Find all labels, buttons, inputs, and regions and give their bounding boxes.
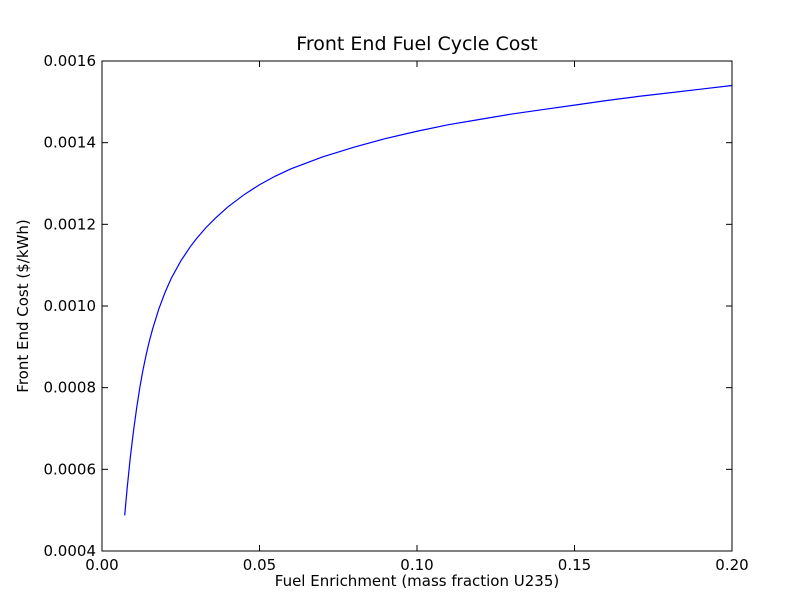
y-tick-label: 0.0004 [44,542,97,560]
x-axis: 0.00 0.05 0.10 0.15 0.20 [85,61,749,574]
x-tick-label: 0.20 [715,556,748,574]
series-line [124,84,733,516]
plot-area [102,61,732,551]
y-axis-label: Front End Cost ($/kWh) [14,219,32,392]
y-tick-label: 0.0010 [44,297,97,315]
y-axis: 0.0004 0.0006 0.0008 0.0010 0.0012 0.0014 0.00… [44,52,732,560]
chart-title: Front End Fuel Cycle Cost [296,33,537,55]
x-tick-label: 0.05 [243,556,276,574]
y-tick-label: 0.0006 [44,460,97,478]
x-tick-label: 0.10 [400,556,433,574]
y-tick-label: 0.0008 [44,379,97,397]
x-tick-label: 0.00 [85,556,118,574]
y-tick-label: 0.0012 [44,215,97,233]
y-tick-label: 0.0014 [44,134,97,152]
x-axis-label: Fuel Enrichment (mass fraction U235) [275,572,559,590]
x-tick-label: 0.15 [558,556,591,574]
y-tick-label: 0.0016 [44,52,97,70]
